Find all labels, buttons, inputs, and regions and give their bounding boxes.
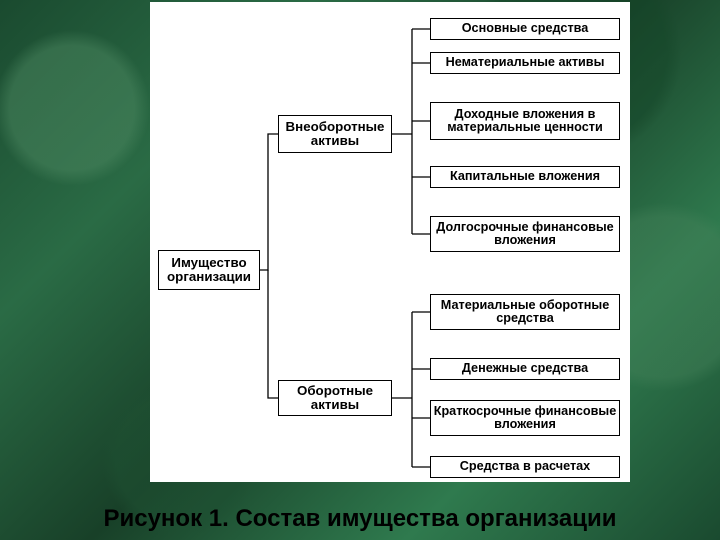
node-root: Имущество организации — [158, 250, 260, 290]
node-g2c-label: Краткосрочные финансовые вложения — [433, 405, 617, 432]
node-group1-label: Внеоборотные активы — [281, 120, 389, 148]
node-g1e-label: Долгосрочные финансовые вложения — [433, 221, 617, 248]
node-g1e: Долгосрочные финансовые вложения — [430, 216, 620, 252]
node-g1d-label: Капитальные вложения — [450, 170, 600, 183]
node-g2d-label: Средства в расчетах — [460, 460, 590, 473]
node-g1b: Нематериальные активы — [430, 52, 620, 74]
diagram-panel: Имущество организации Внеоборотные актив… — [150, 2, 630, 482]
node-g1b-label: Нематериальные активы — [446, 56, 605, 69]
node-g2b-label: Денежные средства — [462, 362, 588, 375]
figure-caption: Рисунок 1. Состав имущества организации — [0, 505, 720, 533]
node-g2d: Средства в расчетах — [430, 456, 620, 478]
node-g2c: Краткосрочные финансовые вложения — [430, 400, 620, 436]
node-g1d: Капитальные вложения — [430, 166, 620, 188]
node-g1a: Основные средства — [430, 18, 620, 40]
node-group1: Внеоборотные активы — [278, 115, 392, 153]
node-g1a-label: Основные средства — [462, 22, 589, 35]
node-g2a: Материальные оборотные средства — [430, 294, 620, 330]
node-g1c: Доходные вложения в материальные ценност… — [430, 102, 620, 140]
node-g1c-label: Доходные вложения в материальные ценност… — [433, 108, 617, 135]
node-group2-label: Оборотные активы — [281, 384, 389, 412]
node-g2b: Денежные средства — [430, 358, 620, 380]
node-root-label: Имущество организации — [161, 256, 257, 284]
node-group2: Оборотные активы — [278, 380, 392, 416]
node-g2a-label: Материальные оборотные средства — [433, 299, 617, 326]
